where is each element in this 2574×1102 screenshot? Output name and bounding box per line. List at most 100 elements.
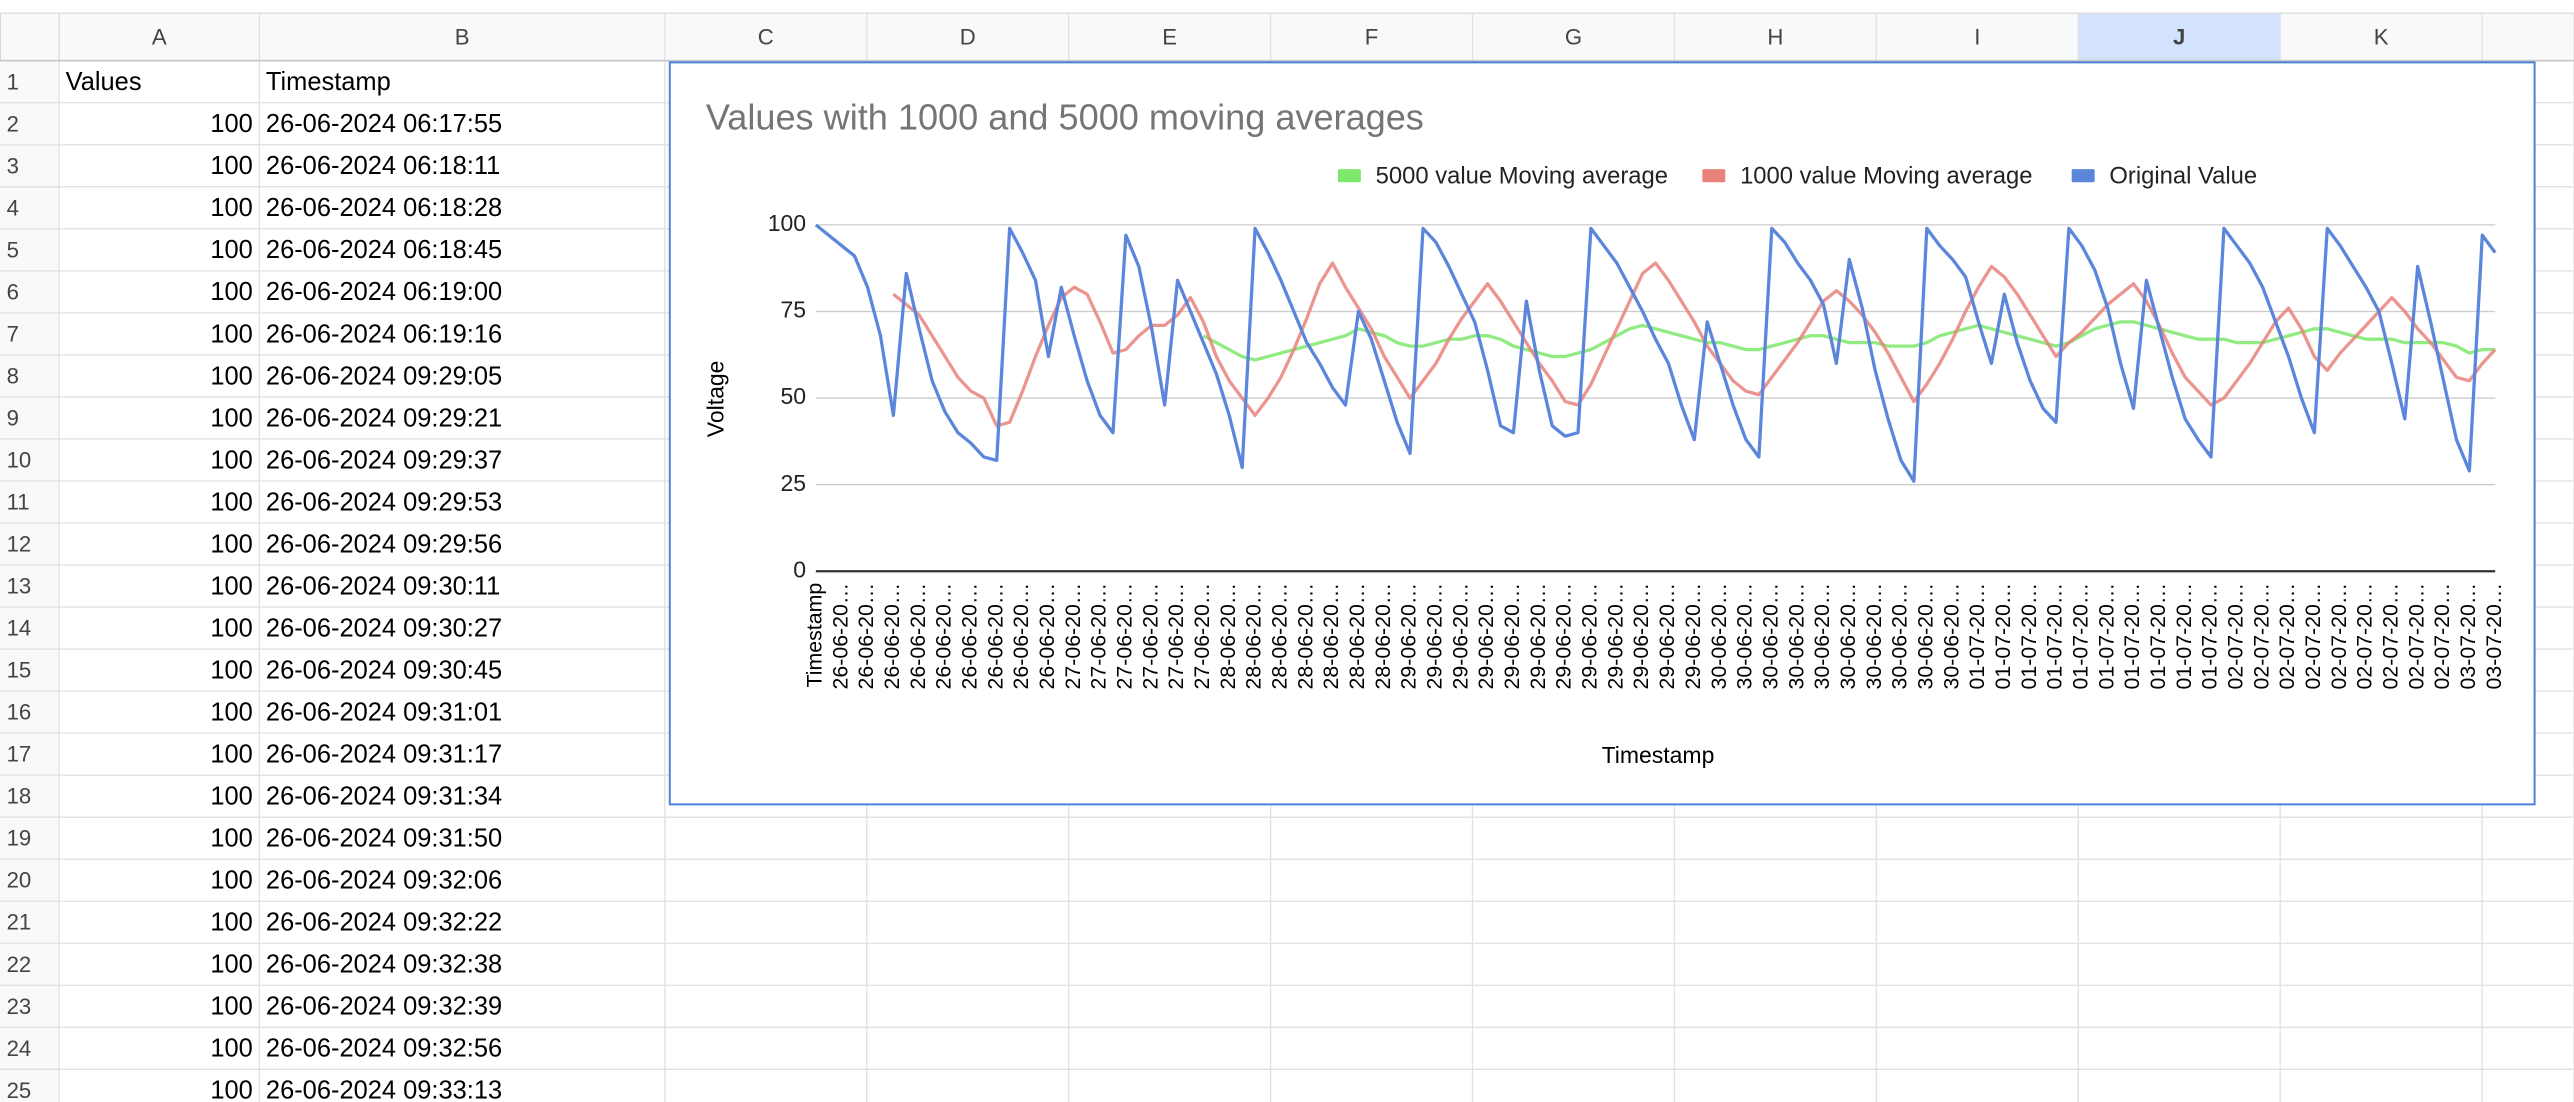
cell-text[interactable]: 100: [210, 320, 252, 348]
row-header[interactable]: 18: [7, 784, 32, 809]
cell-text[interactable]: 100: [210, 993, 252, 1021]
x-tick-label: 29-06-20…: [1655, 583, 1679, 690]
cell-text[interactable]: 26-06-2024 09:32:56: [266, 1035, 502, 1063]
cell-text[interactable]: 100: [210, 152, 252, 180]
x-tick-label: 29-06-20…: [1552, 583, 1576, 690]
row-header[interactable]: 15: [7, 658, 32, 683]
row-header[interactable]: 5: [7, 237, 19, 262]
row-header[interactable]: 24: [7, 1036, 32, 1061]
chart-frame[interactable]: [668, 61, 2536, 806]
row-header[interactable]: 21: [7, 910, 32, 935]
cell-text[interactable]: 26-06-2024 09:32:39: [266, 993, 502, 1021]
cell-text[interactable]: 100: [210, 236, 252, 264]
cell-text[interactable]: 100: [210, 278, 252, 306]
cell-text[interactable]: 26-06-2024 09:31:01: [266, 698, 502, 726]
cell-text[interactable]: 26-06-2024 06:18:45: [266, 236, 502, 264]
cell-text[interactable]: 100: [210, 1077, 252, 1102]
legend-label[interactable]: 5000 value Moving average: [1376, 163, 1668, 190]
row-header[interactable]: 2: [7, 111, 19, 136]
cell-text[interactable]: 26-06-2024 09:29:05: [266, 362, 502, 390]
cell-text[interactable]: 26-06-2024 09:31:17: [266, 741, 502, 769]
row-header[interactable]: 13: [7, 574, 32, 599]
cell-text[interactable]: 26-06-2024 09:29:56: [266, 530, 502, 558]
cell-text[interactable]: 100: [210, 446, 252, 474]
row-header[interactable]: 14: [7, 616, 32, 641]
x-tick-label: 27-06-20…: [1113, 583, 1137, 690]
row-header[interactable]: 3: [7, 153, 19, 178]
cell-text[interactable]: 100: [210, 698, 252, 726]
row-header[interactable]: 9: [7, 405, 19, 430]
cell-text[interactable]: 26-06-2024 09:31:50: [266, 825, 502, 853]
cell-text[interactable]: 26-06-2024 09:32:22: [266, 909, 502, 937]
cell-text[interactable]: 100: [210, 909, 252, 937]
x-tick-label: 27-06-20…: [1061, 583, 1085, 690]
row-header[interactable]: 23: [7, 994, 32, 1019]
cell-text[interactable]: 26-06-2024 09:32:06: [266, 867, 502, 895]
x-tick-label: 26-06-20…: [828, 583, 852, 690]
cell-text[interactable]: 26-06-2024 06:18:28: [266, 194, 502, 222]
cell-text[interactable]: 26-06-2024 09:29:21: [266, 404, 502, 432]
cell-text[interactable]: 100: [210, 530, 252, 558]
column-header[interactable]: C: [758, 24, 774, 49]
cell-text[interactable]: 26-06-2024 09:30:45: [266, 656, 502, 684]
cell-text[interactable]: 26-06-2024 09:30:27: [266, 614, 502, 642]
cell-text[interactable]: 26-06-2024 06:17:55: [266, 110, 502, 138]
row-header[interactable]: 4: [7, 195, 19, 220]
cell-text[interactable]: 26-06-2024 09:29:37: [266, 446, 502, 474]
cell-text[interactable]: 26-06-2024 06:18:11: [266, 152, 500, 180]
cell-text[interactable]: 100: [210, 783, 252, 811]
column-header[interactable]: K: [2374, 24, 2389, 49]
row-header[interactable]: 12: [7, 532, 32, 557]
cell-text[interactable]: 26-06-2024 09:29:53: [266, 488, 502, 516]
column-header[interactable]: H: [1767, 24, 1783, 49]
row-header[interactable]: 10: [7, 447, 32, 472]
column-header[interactable]: I: [1974, 24, 1980, 49]
row-header[interactable]: 6: [7, 279, 19, 304]
x-tick-label: 28-06-20…: [1216, 583, 1240, 690]
cell-text[interactable]: 26-06-2024 06:19:16: [266, 320, 502, 348]
column-header[interactable]: G: [1565, 24, 1582, 49]
cell-text[interactable]: Timestamp: [266, 68, 391, 96]
cell-text[interactable]: 100: [210, 110, 252, 138]
cell-text[interactable]: 100: [210, 867, 252, 895]
cell-text[interactable]: 100: [210, 572, 252, 600]
row-header[interactable]: 22: [7, 952, 32, 977]
x-tick-label: 26-06-20…: [880, 583, 904, 690]
legend-label[interactable]: 1000 value Moving average: [1740, 163, 2032, 190]
row-header[interactable]: 17: [7, 742, 32, 767]
cell-text[interactable]: 26-06-2024 09:30:11: [266, 572, 500, 600]
row-header[interactable]: 20: [7, 868, 32, 893]
row-header[interactable]: 16: [7, 700, 32, 725]
cell-text[interactable]: 26-06-2024 09:32:38: [266, 951, 502, 979]
cell-text[interactable]: 100: [210, 741, 252, 769]
column-header-selected: [2078, 13, 2281, 61]
cell-text[interactable]: 100: [210, 656, 252, 684]
cell-text[interactable]: 100: [210, 825, 252, 853]
row-header[interactable]: 8: [7, 363, 19, 388]
cell-text[interactable]: 100: [210, 404, 252, 432]
cell-text[interactable]: 100: [210, 194, 252, 222]
cell-text[interactable]: 100: [210, 951, 252, 979]
cell-text[interactable]: 100: [210, 488, 252, 516]
cell-text[interactable]: 100: [210, 362, 252, 390]
column-header[interactable]: F: [1365, 24, 1379, 49]
column-header[interactable]: J: [2173, 24, 2185, 49]
row-header[interactable]: 7: [7, 321, 19, 346]
legend-label[interactable]: Original Value: [2109, 163, 2257, 190]
row-header[interactable]: 19: [7, 826, 32, 851]
cell-text[interactable]: 26-06-2024 06:19:00: [266, 278, 502, 306]
cell-text[interactable]: 26-06-2024 09:33:13: [266, 1077, 502, 1102]
row-header[interactable]: 25: [7, 1078, 32, 1102]
series-line: [814, 223, 2497, 483]
column-header[interactable]: E: [1162, 24, 1177, 49]
row-header[interactable]: 1: [7, 69, 19, 94]
cell-text[interactable]: 100: [210, 1035, 252, 1063]
column-header[interactable]: B: [455, 24, 470, 49]
column-header[interactable]: A: [152, 24, 167, 49]
row-header[interactable]: 11: [7, 489, 30, 514]
cell-text[interactable]: 100: [210, 614, 252, 642]
cell-text[interactable]: 26-06-2024 09:31:34: [266, 783, 502, 811]
select-all[interactable]: [0, 12, 60, 62]
column-header[interactable]: D: [960, 24, 976, 49]
cell-text[interactable]: Values: [66, 68, 142, 96]
